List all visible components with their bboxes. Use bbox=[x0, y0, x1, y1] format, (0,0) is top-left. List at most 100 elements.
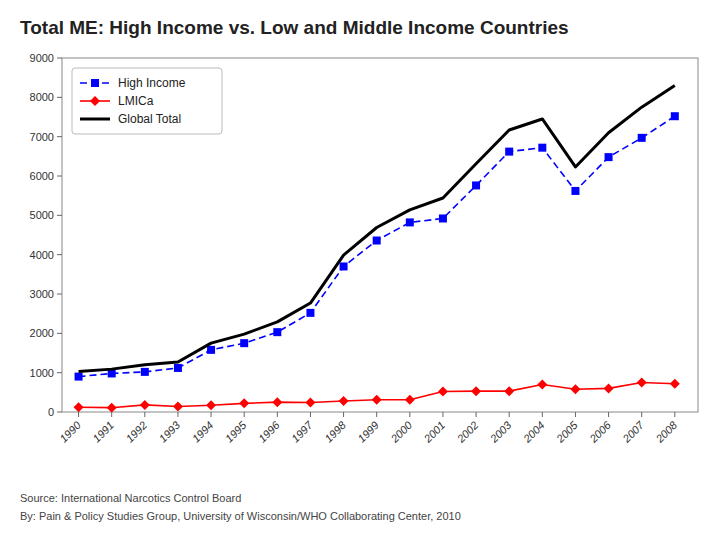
x-tick bbox=[310, 412, 311, 417]
y-tick bbox=[57, 97, 62, 98]
legend-marker bbox=[91, 79, 99, 87]
line bbox=[79, 383, 675, 408]
y-tick bbox=[57, 176, 62, 177]
legend-box bbox=[72, 68, 222, 134]
x-tick-label: 1996 bbox=[256, 418, 282, 444]
marker bbox=[74, 402, 84, 412]
x-tick-label: 1999 bbox=[355, 419, 381, 445]
x-tick-label: 2002 bbox=[454, 419, 481, 446]
x-tick-label: 2000 bbox=[388, 418, 415, 445]
marker bbox=[570, 384, 580, 394]
x-tick bbox=[177, 412, 178, 417]
x-tick bbox=[111, 412, 112, 417]
marker bbox=[638, 134, 646, 142]
marker bbox=[405, 395, 415, 405]
x-tick-label: 1994 bbox=[190, 419, 216, 445]
x-tick-label: 2007 bbox=[620, 418, 647, 445]
x-tick-label: 2004 bbox=[520, 419, 547, 446]
x-tick bbox=[641, 412, 642, 417]
y-axis: 0100020003000400050006000700080009000 bbox=[30, 52, 62, 418]
x-tick bbox=[277, 412, 278, 417]
x-tick bbox=[608, 412, 609, 417]
marker bbox=[438, 387, 448, 397]
marker bbox=[141, 368, 149, 376]
x-tick bbox=[78, 412, 79, 417]
x-tick-label: 1993 bbox=[157, 418, 183, 444]
marker bbox=[373, 237, 381, 245]
marker bbox=[340, 262, 348, 270]
x-tick bbox=[144, 412, 145, 417]
x-tick bbox=[509, 412, 510, 417]
x-tick bbox=[674, 412, 675, 417]
marker bbox=[272, 397, 282, 407]
y-tick bbox=[57, 333, 62, 334]
x-tick-label: 2008 bbox=[653, 418, 680, 445]
legend-swatch bbox=[80, 118, 110, 121]
x-tick bbox=[376, 412, 377, 417]
marker bbox=[671, 112, 679, 120]
y-tick-label: 3000 bbox=[30, 288, 54, 300]
x-tick-label: 2005 bbox=[553, 418, 580, 445]
marker bbox=[670, 379, 680, 389]
x-tick-label: 2006 bbox=[586, 418, 613, 445]
series bbox=[74, 378, 680, 413]
y-tick-label: 1000 bbox=[30, 367, 54, 379]
legend: High IncomeLMICaGlobal Total bbox=[72, 68, 222, 134]
marker bbox=[273, 328, 281, 336]
y-tick-label: 4000 bbox=[30, 249, 54, 261]
x-axis: 1990199119921993199419951996199719981999… bbox=[57, 412, 680, 445]
y-tick bbox=[57, 58, 62, 59]
y-tick-label: 7000 bbox=[30, 131, 54, 143]
marker bbox=[538, 144, 546, 152]
marker bbox=[140, 400, 150, 410]
x-tick-label: 1991 bbox=[90, 419, 116, 445]
y-tick-label: 0 bbox=[48, 406, 54, 418]
marker bbox=[207, 346, 215, 354]
x-tick bbox=[542, 412, 543, 417]
x-tick-label: 1998 bbox=[322, 418, 348, 444]
marker bbox=[471, 386, 481, 396]
marker bbox=[505, 148, 513, 156]
y-tick bbox=[57, 215, 62, 216]
x-tick-label: 1995 bbox=[223, 418, 249, 444]
x-tick bbox=[244, 412, 245, 417]
marker bbox=[173, 401, 183, 411]
marker bbox=[339, 396, 349, 406]
x-tick bbox=[343, 412, 344, 417]
x-tick bbox=[409, 412, 410, 417]
legend-marker bbox=[90, 96, 100, 106]
marker bbox=[571, 187, 579, 195]
marker bbox=[306, 309, 314, 317]
legend-label: High Income bbox=[118, 76, 186, 90]
x-tick-label: 2001 bbox=[421, 419, 448, 446]
marker bbox=[439, 214, 447, 222]
marker bbox=[605, 153, 613, 161]
y-tick-label: 2000 bbox=[30, 327, 54, 339]
marker bbox=[372, 395, 382, 405]
y-tick bbox=[57, 254, 62, 255]
annotation: Source: International Narcotics Control … bbox=[20, 492, 241, 504]
marker bbox=[174, 364, 182, 372]
marker bbox=[406, 218, 414, 226]
y-tick-label: 6000 bbox=[30, 170, 54, 182]
y-tick bbox=[57, 372, 62, 373]
marker bbox=[239, 398, 249, 408]
plot-frame bbox=[62, 58, 698, 412]
x-tick bbox=[575, 412, 576, 417]
x-tick bbox=[211, 412, 212, 417]
y-tick bbox=[57, 412, 62, 413]
y-tick bbox=[57, 294, 62, 295]
legend-label: LMICa bbox=[118, 94, 154, 108]
plot-area bbox=[74, 86, 680, 412]
x-tick-label: 1990 bbox=[57, 418, 83, 444]
chart: Total ME: High Income vs. Low and Middle… bbox=[0, 0, 720, 540]
marker bbox=[206, 400, 216, 410]
x-tick bbox=[476, 412, 477, 417]
marker bbox=[537, 379, 547, 389]
marker bbox=[472, 181, 480, 189]
marker bbox=[75, 373, 83, 381]
y-tick-label: 9000 bbox=[30, 52, 54, 64]
x-tick-label: 1992 bbox=[123, 419, 149, 445]
marker bbox=[504, 386, 514, 396]
x-tick bbox=[442, 412, 443, 417]
